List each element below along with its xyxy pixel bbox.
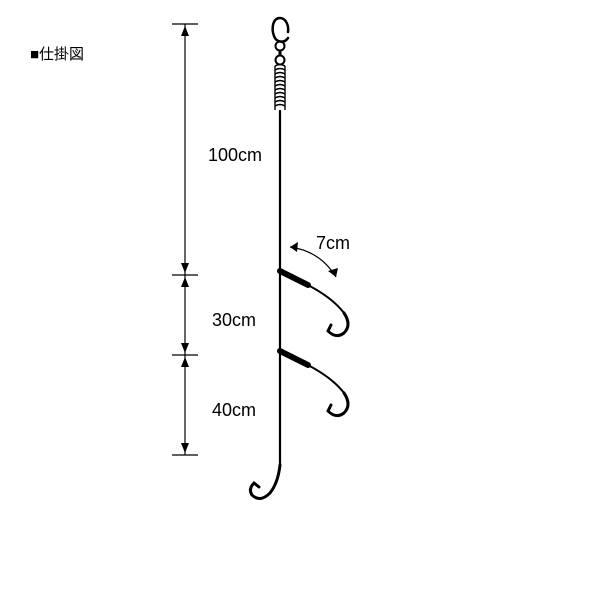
segment-label: 40cm bbox=[212, 400, 256, 421]
segment-label: 30cm bbox=[212, 310, 256, 331]
segment-label: 100cm bbox=[208, 145, 262, 166]
rig-diagram bbox=[0, 0, 600, 600]
branch-length-label: 7cm bbox=[316, 233, 350, 254]
